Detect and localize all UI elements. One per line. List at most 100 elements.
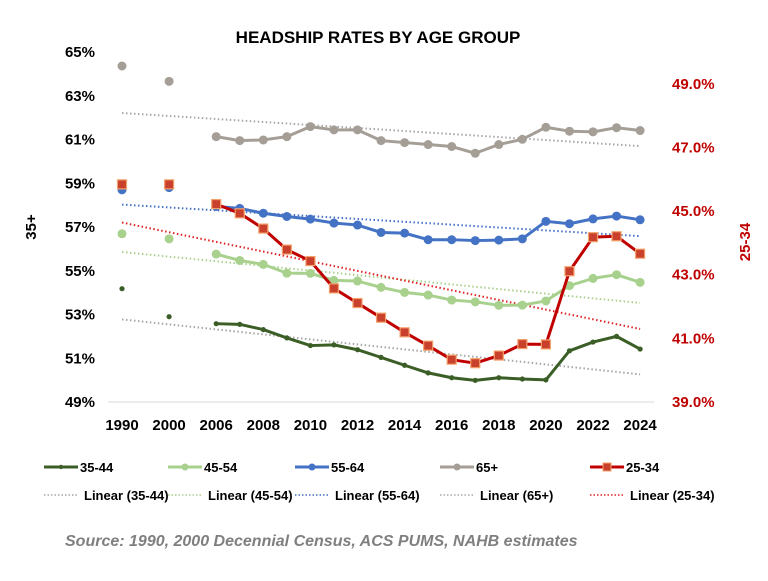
data-point-45-54-2006 <box>211 249 221 259</box>
data-point-25-34-2017 <box>470 358 481 369</box>
data-point-65+-2014 <box>400 138 410 148</box>
data-point-45-54-2012 <box>353 276 362 286</box>
data-point-55-64-2019 <box>517 234 527 244</box>
trendline-25-34 <box>121 221 641 330</box>
data-point-45-54-2007 <box>235 255 245 265</box>
data-point-65+-2023 <box>612 123 622 133</box>
x-tick-label: 2000 <box>152 417 185 434</box>
data-point-55-64-2015 <box>423 235 433 245</box>
legend-trend-label: Linear (45-54) <box>208 488 293 503</box>
data-point-65+-2018 <box>494 140 504 150</box>
legend-label: 65+ <box>476 460 498 475</box>
data-point-45-54-2023 <box>612 270 622 280</box>
data-point-65+-2006 <box>211 132 221 142</box>
data-point-45-54-2011 <box>329 275 339 285</box>
legend-label: 45-54 <box>204 460 238 475</box>
data-point-65+-2008 <box>258 135 268 145</box>
data-point-35-44-2012 <box>354 347 361 353</box>
y-tick-label: 51% <box>65 350 95 367</box>
data-point-55-64-2023 <box>612 211 622 221</box>
data-point-35-44-2021 <box>566 348 573 354</box>
data-point-55-64-2024 <box>635 215 645 225</box>
data-point-45-54-2018 <box>494 300 504 310</box>
data-point-45-54-2014 <box>400 287 410 297</box>
data-point-25-34-2008 <box>258 223 269 234</box>
data-point-25-34-2021 <box>564 266 575 277</box>
data-point-25-34-2006 <box>211 198 222 210</box>
data-point-65+-2010 <box>305 122 315 132</box>
data-point-35-44-2015 <box>425 370 431 376</box>
source-note: Source: 1990, 2000 Decennial Census, ACS… <box>65 533 578 550</box>
data-point-65+-2009 <box>282 132 292 142</box>
data-point-45-54-2017 <box>470 297 480 307</box>
data-point-45-54-2000 <box>164 234 174 244</box>
data-point-35-44-2019 <box>519 376 525 382</box>
data-point-35-44-2020 <box>543 377 549 383</box>
x-tick-label: 2018 <box>482 417 515 434</box>
data-point-25-34-2009 <box>281 244 292 255</box>
data-point-65+-2012 <box>353 125 362 135</box>
data-point-55-64-2013 <box>376 227 386 237</box>
data-point-55-64-2016 <box>447 235 457 245</box>
left-axis-title: 35+ <box>23 214 40 240</box>
data-point-35-44-2023 <box>613 333 620 339</box>
y2-tick-label: 39.0% <box>672 394 715 411</box>
x-tick-label: 2022 <box>576 417 609 434</box>
data-point-65+-2000 <box>164 76 174 86</box>
data-point-45-54-2009 <box>282 268 292 278</box>
data-point-45-54-2016 <box>447 295 457 305</box>
y-tick-label: 63% <box>65 88 95 105</box>
data-point-35-44-2022 <box>590 339 596 345</box>
data-point-35-44-2010 <box>307 342 313 349</box>
data-point-25-34-2018 <box>493 350 504 361</box>
y2-tick-label: 49.0% <box>672 76 715 93</box>
x-tick-label: 2010 <box>294 417 327 434</box>
data-point-65+-2015 <box>423 140 433 150</box>
legend-label: 55-64 <box>331 460 365 475</box>
data-point-35-44-2024 <box>637 346 643 352</box>
data-point-55-64-2018 <box>494 235 504 245</box>
y2-tick-label: 43.0% <box>672 267 715 284</box>
data-point-35-44-2018 <box>496 375 502 381</box>
right-axis-title: 25-34 <box>737 222 754 261</box>
data-point-55-64-2010 <box>305 214 315 224</box>
legend-marker-icon <box>308 463 316 471</box>
series-line-65+ <box>215 125 641 155</box>
data-point-55-64-2008 <box>258 208 268 218</box>
trendline-55-64 <box>121 203 641 238</box>
data-point-25-34-2011 <box>328 283 340 294</box>
legend-trend-label: Linear (55-64) <box>335 488 420 503</box>
legend-trend-label: Linear (35-44) <box>84 488 169 503</box>
data-point-65+-2022 <box>588 127 598 137</box>
data-point-35-44-2016 <box>449 375 455 381</box>
x-tick-label: 2006 <box>200 417 233 434</box>
data-point-25-34-2000 <box>164 179 175 190</box>
legend-label: 35-44 <box>80 460 114 475</box>
data-point-35-44-2008 <box>260 326 266 333</box>
y-tick-label: 53% <box>65 307 95 324</box>
data-point-55-64-2014 <box>400 228 410 238</box>
data-point-55-64-2009 <box>282 212 292 221</box>
data-point-25-34-2007 <box>234 208 245 219</box>
data-point-25-34-1990 <box>116 179 128 190</box>
data-point-55-64-2022 <box>588 214 598 224</box>
y-tick-label: 65% <box>65 44 95 61</box>
data-point-65+-2016 <box>447 142 457 151</box>
data-point-55-64-2012 <box>353 220 362 230</box>
data-point-45-54-2008 <box>258 259 268 269</box>
data-point-35-44-2014 <box>402 362 408 368</box>
x-tick-label: 2012 <box>341 417 374 434</box>
data-point-25-34-2019 <box>517 338 528 350</box>
trendline-45-54 <box>121 251 641 304</box>
data-point-25-34-2014 <box>399 327 410 338</box>
data-point-25-34-2010 <box>305 255 316 267</box>
data-point-35-44-2007 <box>237 321 243 327</box>
data-point-65+-2017 <box>470 148 480 158</box>
x-tick-label: 2020 <box>529 417 562 434</box>
data-point-55-64-2017 <box>470 236 480 246</box>
legend-marker-icon <box>181 463 189 471</box>
y-tick-label: 59% <box>65 175 95 192</box>
data-point-65+-2011 <box>329 125 339 135</box>
data-point-35-44-2011 <box>331 342 337 348</box>
data-point-45-54-2015 <box>423 290 433 300</box>
